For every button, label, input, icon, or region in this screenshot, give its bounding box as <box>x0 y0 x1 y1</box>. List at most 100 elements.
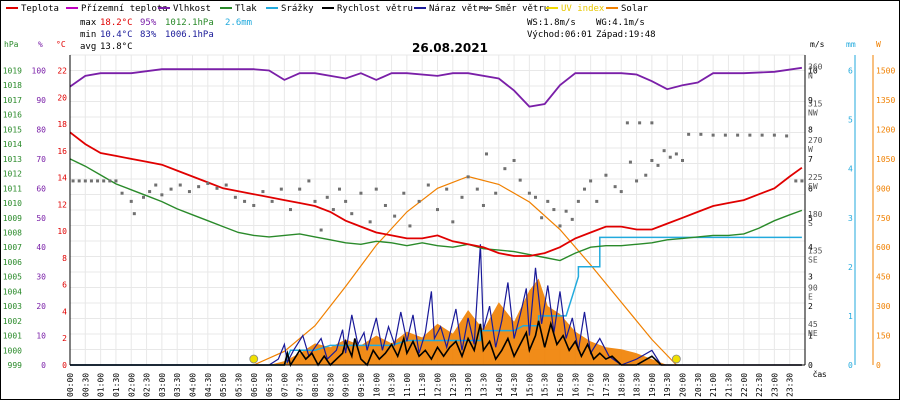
stat-max-hum: 95% <box>140 18 157 28</box>
tick-label-hpa: 1003 <box>3 302 22 311</box>
tick-label-hpa: 1013 <box>3 155 22 164</box>
x-tick-label: 14:00 <box>495 373 504 397</box>
wind-dir-point <box>576 199 580 203</box>
wind-dir-point <box>178 183 182 187</box>
tick-label-degc: 16 <box>57 147 67 156</box>
rain-line <box>70 236 802 366</box>
x-tick-label: 14:30 <box>510 373 519 397</box>
wind-dir-point <box>668 155 672 159</box>
tick-label-dir: 315 <box>808 99 823 108</box>
x-tick-label: 05:30 <box>234 373 243 397</box>
wind-dir-point <box>344 199 348 203</box>
tick-label-degc: 12 <box>57 200 67 209</box>
tick-label-pct: 90 <box>36 96 46 105</box>
tick-label-hpa: 1008 <box>3 228 22 237</box>
legend-label: UV index <box>561 4 605 14</box>
tick-label-mm: 1 <box>848 312 853 321</box>
wind-dir-point <box>794 179 798 183</box>
x-tick-label: 01:30 <box>112 373 121 397</box>
x-tick-label: 02:00 <box>127 373 136 397</box>
wind-dir-point <box>402 191 406 195</box>
legend-label: Teplota <box>21 4 59 14</box>
wind-dir-point <box>583 187 586 191</box>
tick-label-degc: 4 <box>62 307 67 316</box>
wind-dir-point <box>613 185 617 189</box>
tick-label-hpa: 1017 <box>3 96 22 105</box>
wind-dir-point <box>148 190 152 194</box>
wind-dir-point <box>723 133 727 137</box>
wind-dir-point <box>460 195 464 199</box>
stat-wg: WG:4.1m/s <box>596 18 645 28</box>
tick-label-ms: 8 <box>808 125 813 134</box>
tick-label-pct: 40 <box>36 243 46 252</box>
x-tick-label: 01:00 <box>97 373 106 397</box>
x-tick-label: 16:00 <box>556 373 565 397</box>
wind-dir-point <box>374 187 378 191</box>
unit-label: °C <box>56 40 66 49</box>
tick-label-dir-compass: SE <box>808 256 818 265</box>
wind-dir-point <box>160 193 164 197</box>
wind-dir-point <box>494 191 498 195</box>
wind-dir-point <box>359 191 363 195</box>
x-tick-label: 00:30 <box>81 373 90 397</box>
unit-label: mm <box>846 40 856 49</box>
uv-marker <box>671 354 681 364</box>
x-tick-label: 04:00 <box>189 373 198 397</box>
x-tick-label: 05:00 <box>219 373 228 397</box>
tick-label-hpa: 1010 <box>3 199 22 208</box>
wind-speed-line <box>70 320 802 367</box>
tick-label-mm: 5 <box>848 116 853 125</box>
tick-label-degc: 8 <box>62 254 67 263</box>
x-tick-label: 07:30 <box>296 373 305 397</box>
stat-min-press: 1006.1hPa <box>165 30 214 40</box>
tick-label-hpa: 999 <box>8 361 23 370</box>
tick-label-dir-compass: E <box>808 292 813 301</box>
wind-dir-point <box>270 199 274 203</box>
x-tick-label: 04:30 <box>204 373 213 397</box>
stat-ws: WS:1.8m/s <box>527 18 576 28</box>
tick-label-dir: 45 <box>808 320 818 329</box>
wind-dir-point <box>564 209 568 213</box>
stat-avg-label: avg <box>80 42 96 52</box>
tick-label-wm2: 1350 <box>876 96 895 105</box>
legend-label: Přízemní teplota <box>81 4 168 14</box>
wind-dir-point <box>445 187 449 191</box>
tick-label-hpa: 1009 <box>3 214 22 223</box>
solar-area <box>70 278 802 365</box>
wind-dir-point <box>120 191 124 195</box>
pressure-line <box>69 158 803 262</box>
wind-dir-point <box>132 212 136 216</box>
legend-label: Náraz větru <box>429 4 489 14</box>
tick-label-degc: 18 <box>57 120 67 129</box>
wind-dir-point <box>772 133 776 137</box>
wind-dir-point <box>187 190 191 194</box>
tick-label-dir: 180 <box>808 210 823 219</box>
tick-label-hpa: 1015 <box>3 125 22 134</box>
x-tick-label: 20:30 <box>694 373 703 397</box>
tick-label-hpa: 1011 <box>3 184 22 193</box>
stat-sunrise: Východ:06:01 <box>527 30 592 40</box>
wind-dir-point <box>650 121 654 125</box>
x-tick-label: 09:30 <box>357 373 366 397</box>
wind-dir-point <box>656 163 660 167</box>
wind-dir-point <box>426 183 430 187</box>
x-tick-label: 15:00 <box>525 373 534 397</box>
x-tick-label: 13:30 <box>479 373 488 397</box>
wind-dir-point <box>261 190 265 194</box>
wind-dir-point <box>589 179 593 183</box>
wind-dir-point <box>628 160 632 164</box>
tick-label-hpa: 1018 <box>3 81 22 90</box>
chart-title: 26.08.2021 <box>412 41 488 55</box>
wind-dir-point <box>485 152 488 156</box>
axes: 9991000100110021003100410051006100710081… <box>3 40 896 397</box>
x-tick-label: 03:30 <box>173 373 182 397</box>
legend-label: Směr větru <box>495 4 549 14</box>
tick-label-ms: 9 <box>808 96 813 105</box>
stat-min-hum: 83% <box>140 30 157 40</box>
x-tick-label: 13:00 <box>464 373 473 397</box>
stat-max-label: max <box>80 18 97 28</box>
x-tick-label: 18:30 <box>633 373 642 397</box>
stat-min-label: min <box>80 30 96 40</box>
tick-label-hpa: 1019 <box>3 67 22 76</box>
tick-label-ms: 10 <box>808 67 818 76</box>
